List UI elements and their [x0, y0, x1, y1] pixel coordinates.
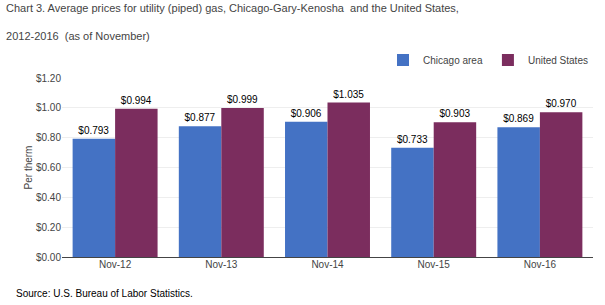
svg-text:$0.793: $0.793	[78, 125, 109, 136]
svg-text:$0.994: $0.994	[121, 95, 152, 106]
svg-text:Nov-14: Nov-14	[311, 259, 344, 270]
svg-text:$0.877: $0.877	[185, 112, 216, 123]
svg-text:$0.60: $0.60	[36, 162, 61, 173]
svg-text:Nov-13: Nov-13	[205, 259, 238, 270]
svg-text:Chicago area: Chicago area	[423, 55, 483, 66]
svg-text:Per therm: Per therm	[23, 146, 34, 190]
svg-text:Nov-12: Nov-12	[99, 259, 132, 270]
svg-text:$0.906: $0.906	[291, 108, 322, 119]
svg-text:Source: U.S. Bureau of Labor S: Source: U.S. Bureau of Labor Statistics.	[16, 288, 193, 299]
svg-text:United States: United States	[528, 55, 588, 66]
svg-text:$0.733: $0.733	[397, 134, 428, 145]
svg-text:$0.869: $0.869	[503, 113, 534, 124]
svg-text:$0.40: $0.40	[36, 192, 61, 203]
svg-text:$1.00: $1.00	[36, 102, 61, 113]
svg-text:$1.035: $1.035	[333, 89, 364, 100]
svg-text:$0.20: $0.20	[36, 222, 61, 233]
svg-text:$0.970: $0.970	[546, 98, 577, 109]
svg-text:$0.00: $0.00	[36, 252, 61, 263]
svg-text:$0.80: $0.80	[36, 132, 61, 143]
svg-text:$0.903: $0.903	[439, 108, 470, 119]
svg-text:Nov-15: Nov-15	[418, 259, 451, 270]
svg-text:Chart 3. Average prices for ut: Chart 3. Average prices for utility (pip…	[6, 2, 459, 14]
svg-text:Nov-16: Nov-16	[524, 259, 557, 270]
svg-text:$0.999: $0.999	[227, 94, 258, 105]
svg-text:$1.20: $1.20	[36, 73, 61, 84]
svg-text:2012-2016 (as of November): 2012-2016 (as of November)	[6, 30, 150, 42]
